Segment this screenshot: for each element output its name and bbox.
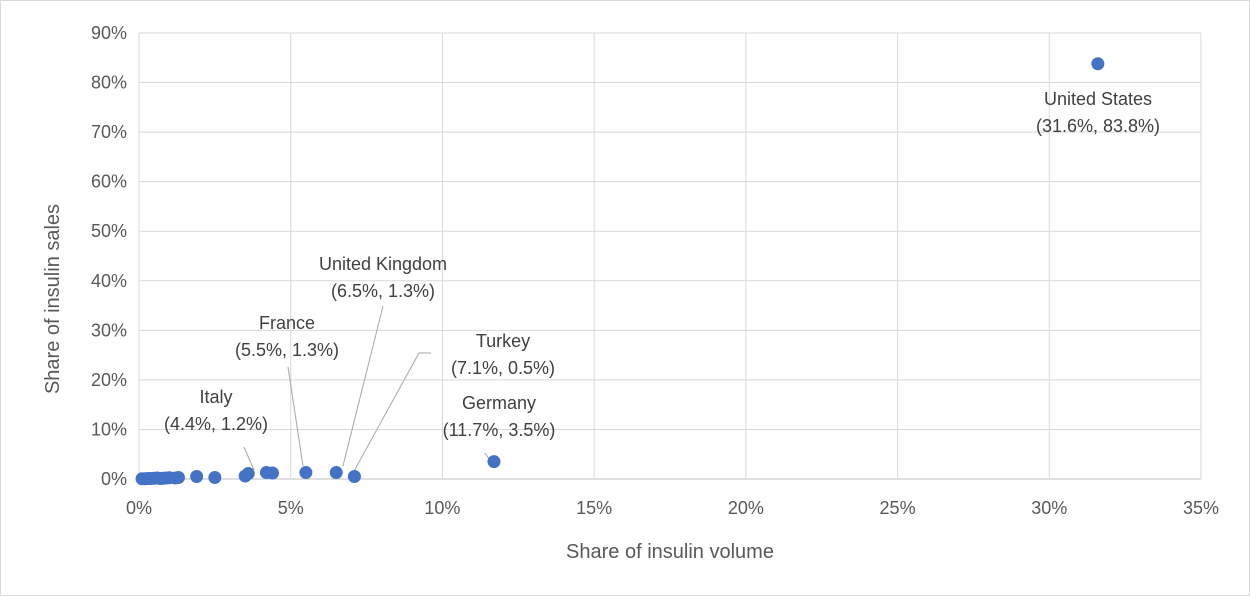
data-label-coords: (4.4%, 1.2%): [164, 414, 268, 434]
y-tick-label: 80%: [91, 73, 127, 93]
data-point: [171, 471, 185, 485]
data-point: [347, 470, 361, 484]
x-tick-label: 5%: [278, 498, 304, 518]
x-tick-label: 25%: [880, 498, 916, 518]
x-tick-label: 35%: [1183, 498, 1219, 518]
leader-line: [342, 305, 384, 467]
y-tick-label: 60%: [91, 172, 127, 192]
leader-line: [352, 352, 431, 474]
data-label-name: Italy: [199, 387, 232, 407]
data-point: [1091, 57, 1105, 71]
leader-line: [287, 366, 304, 467]
data-point: [241, 467, 255, 481]
y-tick-label: 10%: [91, 419, 127, 439]
x-axis-title: Share of insulin volume: [566, 541, 774, 563]
data-point: [329, 466, 343, 480]
data-label-coords: (7.1%, 0.5%): [451, 358, 555, 378]
data-point: [266, 466, 280, 480]
data-label-coords: (5.5%, 1.3%): [235, 340, 339, 360]
leader-line: [484, 452, 490, 460]
x-tick-label: 15%: [576, 498, 612, 518]
x-tick-label: 10%: [424, 498, 460, 518]
y-axis-ticks: 0% 10% 20% 30% 40% 50% 60% 70% 80% 90%: [91, 23, 127, 489]
data-point: [487, 455, 501, 469]
data-label-coords: (31.6%, 83.8%): [1036, 116, 1160, 136]
data-point: [208, 471, 222, 485]
data-points: [135, 57, 1105, 486]
y-tick-label: 20%: [91, 370, 127, 390]
data-label-name: Germany: [462, 393, 536, 413]
y-tick-label: 40%: [91, 271, 127, 291]
y-axis-title: Share of insulin sales: [42, 204, 64, 394]
data-point: [190, 470, 204, 484]
data-label-coords: (6.5%, 1.3%): [331, 281, 435, 301]
data-label-name: Turkey: [476, 331, 530, 351]
y-tick-label: 90%: [91, 23, 127, 43]
data-labels: Italy (4.4%, 1.2%) France (5.5%, 1.3%) Unite…: [164, 89, 1160, 440]
data-label-coords: (11.7%, 3.5%): [443, 420, 556, 440]
y-tick-label: 50%: [91, 221, 127, 241]
y-tick-label: 0%: [101, 469, 127, 489]
data-label-name: United States: [1044, 89, 1152, 109]
data-label-name: United Kingdom: [319, 254, 447, 274]
leader-line: [243, 446, 255, 471]
y-tick-label: 30%: [91, 320, 127, 340]
gridlines: [138, 32, 1202, 480]
data-label-name: France: [259, 313, 315, 333]
x-tick-label: 20%: [728, 498, 764, 518]
data-point: [299, 466, 313, 480]
y-tick-label: 70%: [91, 122, 127, 142]
x-axis-ticks: 0% 5% 10% 15% 20% 25% 30% 35%: [126, 498, 1219, 518]
x-tick-label: 0%: [126, 498, 152, 518]
x-tick-label: 30%: [1031, 498, 1067, 518]
leader-lines: [243, 305, 490, 474]
